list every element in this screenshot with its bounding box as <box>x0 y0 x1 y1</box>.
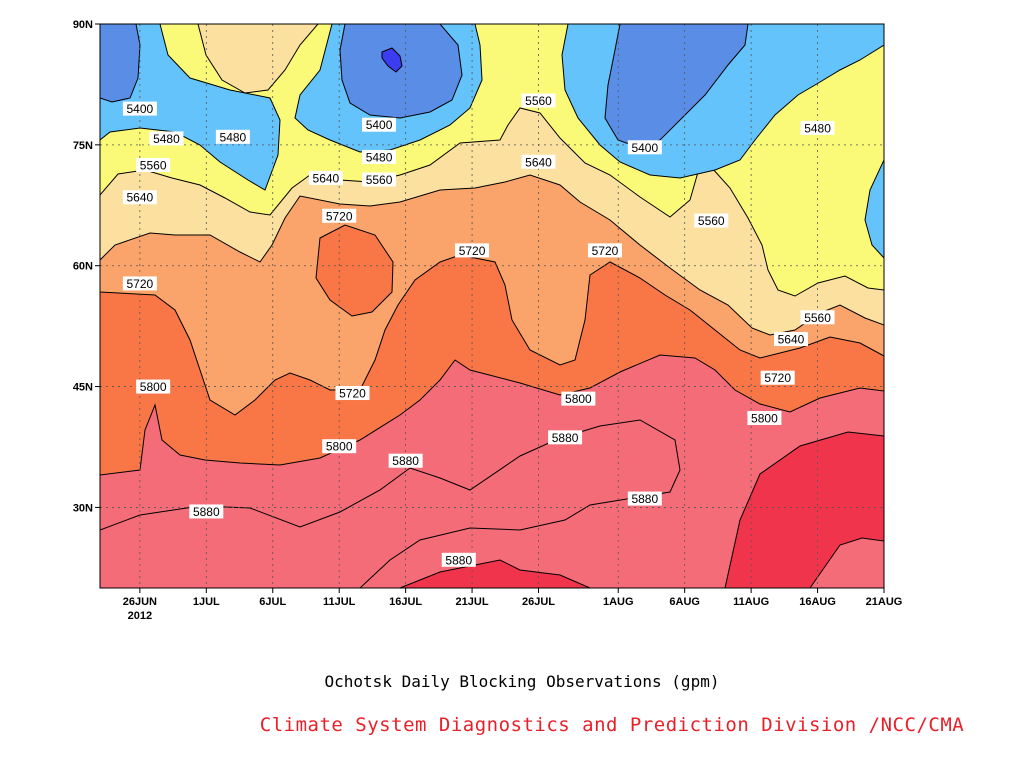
y-axis: 30N 45N 60N 75N 90N <box>73 19 100 514</box>
x-tick-label: 11JUL <box>323 596 356 608</box>
fill-5720-island <box>315 224 394 317</box>
contour-label: 5640 <box>313 171 340 185</box>
contour-label-box <box>136 379 171 394</box>
fill-lt5400-east <box>604 24 749 149</box>
contour-label-box <box>747 410 782 425</box>
chart-credit: Climate System Diagnostics and Predictio… <box>259 714 965 736</box>
contour-label-box <box>441 552 476 567</box>
contour-label: 5720 <box>326 209 353 223</box>
contour-label: 5480 <box>804 121 831 135</box>
contour-label: 5640 <box>778 333 805 347</box>
y-tick-label: 90N <box>73 19 93 31</box>
contour-label-box <box>322 208 357 223</box>
plot-frame <box>99 23 885 589</box>
contour-label: 5880 <box>392 454 419 468</box>
contour-label-box <box>800 120 835 135</box>
contour-label-box <box>335 386 370 401</box>
x-tick-label: 1JUL <box>193 596 220 608</box>
contour-label: 5480 <box>220 130 247 144</box>
fill-5560-cap-west <box>197 24 319 94</box>
contour-label: 5720 <box>764 371 791 385</box>
contour-label: 5560 <box>804 311 831 325</box>
contour-label-box <box>521 93 556 108</box>
x-axis: 26JUN 2012 1JUL 6JUL 11JUL 16JUL 21JUL 26JUL 1AU… <box>123 588 903 622</box>
x-tick-label: 26JUN <box>123 596 157 608</box>
contour-label-box <box>122 101 157 116</box>
contour-label: 5480 <box>366 150 393 164</box>
contour-label-box <box>308 170 343 185</box>
x-tick-label: 1AUG <box>603 596 634 608</box>
contour-label: 5640 <box>525 155 552 169</box>
contour-label-box <box>136 158 171 172</box>
contour-label: 5720 <box>592 244 619 258</box>
contour-label-box <box>322 439 357 454</box>
fill-5400-band-edge <box>864 159 884 259</box>
contour-label-box <box>548 430 583 445</box>
contour-label: 5720 <box>127 277 154 291</box>
y-tick-label: 45N <box>73 382 93 394</box>
contour-label-box <box>800 310 835 325</box>
x-year-label: 2012 <box>128 610 152 622</box>
y-tick-label: 60N <box>73 261 93 273</box>
contour-label-box <box>189 504 224 519</box>
contour-label-box <box>561 391 596 406</box>
contour-label-box <box>122 276 157 291</box>
contour-label-box <box>587 243 622 258</box>
contour-label: 5880 <box>445 553 472 567</box>
contour-label-box <box>773 332 808 347</box>
contour-label: 5560 <box>525 94 552 108</box>
x-tick-label: 11AUG <box>733 596 769 608</box>
x-tick-label: 16JUL <box>389 596 422 608</box>
contour-label: 5800 <box>140 380 167 394</box>
contour-label: 5480 <box>153 132 180 146</box>
contour-label-box <box>362 172 397 187</box>
contour-label-box <box>455 243 490 258</box>
fill-lowest-core <box>381 47 403 73</box>
contour-label-box <box>215 129 250 144</box>
chart-title: Ochotsk Daily Blocking Observations (gpm… <box>324 672 720 691</box>
contour-label: 5880 <box>631 492 658 506</box>
contour-label-box <box>122 190 157 205</box>
x-tick-label: 16AUG <box>799 596 836 608</box>
contour-fill-layer <box>100 24 884 588</box>
contour-label: 5720 <box>459 244 486 258</box>
contour-label: 5800 <box>751 411 778 425</box>
contour-label: 5800 <box>565 392 592 406</box>
fill-5400-band-west <box>100 24 281 191</box>
contour-label-box <box>362 149 397 164</box>
contour-label: 5400 <box>366 118 393 132</box>
contour-label: 5720 <box>339 387 366 401</box>
x-tick-label: 6AUG <box>669 596 700 608</box>
fill-lt5400-west <box>100 24 141 103</box>
contour-label-box <box>149 131 184 146</box>
grid-lines <box>100 24 885 588</box>
fill-5880-band-tail <box>809 537 884 588</box>
contour-labels: 5400 5480 5480 5560 5640 5720 5800 5880 5400 5480… <box>122 93 835 567</box>
x-tick-label: 21JUL <box>456 596 489 608</box>
contour-label: 5560 <box>140 159 167 173</box>
contour-label: 5640 <box>127 191 154 205</box>
contour-label: 5400 <box>631 141 658 155</box>
contour-label-box <box>694 213 729 228</box>
contour-label: 5560 <box>366 173 393 187</box>
contour-label: 5400 <box>127 102 154 116</box>
contour-label-box <box>388 453 423 468</box>
x-tick-label: 21AUG <box>866 596 903 608</box>
contour-label-box <box>362 117 397 132</box>
contour-label-box <box>760 370 795 385</box>
fill-lt5400-mid <box>339 24 463 119</box>
x-tick-label: 26JUL <box>522 596 555 608</box>
contour-label: 5880 <box>552 431 579 445</box>
contour-label: 5880 <box>193 505 220 519</box>
contour-chart: 5400 5480 5480 5560 5640 5720 5800 5880 5400 5480… <box>73 19 903 622</box>
contour-label-box <box>627 491 662 506</box>
x-tick-label: 6JUL <box>259 596 286 608</box>
contour-label-box <box>521 154 556 169</box>
y-tick-label: 75N <box>73 140 93 152</box>
y-tick-label: 30N <box>73 502 93 514</box>
contour-label: 5560 <box>698 214 725 228</box>
contour-label-box <box>627 140 662 155</box>
contour-label: 5800 <box>326 440 353 454</box>
